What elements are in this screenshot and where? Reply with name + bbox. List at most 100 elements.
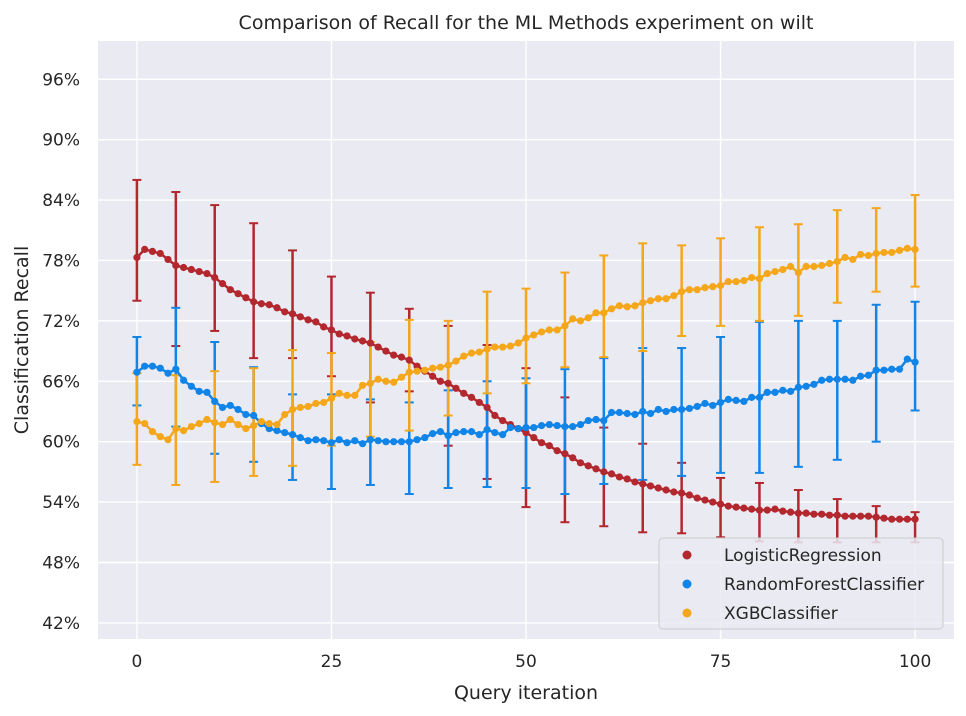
y-tick-label: 48% bbox=[42, 553, 80, 573]
data-point bbox=[242, 424, 250, 433]
data-point bbox=[522, 334, 530, 342]
data-point bbox=[701, 284, 709, 292]
data-point bbox=[327, 326, 336, 334]
data-point bbox=[242, 294, 250, 302]
data-point bbox=[600, 309, 608, 317]
data-point bbox=[530, 331, 538, 339]
data-point bbox=[250, 421, 258, 430]
data-point bbox=[763, 269, 771, 278]
data-point bbox=[312, 318, 320, 326]
data-point bbox=[709, 401, 717, 410]
data-point bbox=[460, 428, 468, 436]
data-point bbox=[312, 436, 320, 444]
data-point bbox=[226, 415, 234, 424]
data-point bbox=[888, 515, 896, 523]
data-point bbox=[250, 411, 258, 420]
data-point bbox=[452, 429, 460, 437]
data-point bbox=[351, 391, 359, 399]
data-point bbox=[273, 427, 281, 435]
data-point bbox=[320, 398, 328, 407]
data-point bbox=[903, 244, 911, 252]
data-point bbox=[755, 274, 764, 283]
data-point bbox=[678, 288, 686, 296]
data-point bbox=[537, 421, 546, 430]
data-point bbox=[670, 405, 678, 414]
data-point bbox=[281, 308, 289, 316]
data-point bbox=[148, 247, 157, 256]
x-axis-title: Query iteration bbox=[454, 682, 598, 704]
data-point bbox=[786, 262, 795, 271]
data-point bbox=[429, 430, 437, 438]
data-point bbox=[779, 265, 787, 274]
data-point bbox=[608, 305, 616, 313]
data-point bbox=[467, 393, 476, 401]
data-point bbox=[857, 250, 865, 259]
data-point bbox=[841, 375, 849, 383]
data-point bbox=[172, 365, 180, 373]
data-point bbox=[794, 383, 802, 391]
data-point bbox=[265, 301, 273, 309]
data-point bbox=[413, 362, 421, 370]
data-point bbox=[670, 488, 678, 496]
data-point bbox=[608, 470, 616, 478]
data-point bbox=[537, 439, 546, 447]
data-point bbox=[296, 403, 304, 412]
data-point bbox=[390, 351, 398, 359]
data-point bbox=[833, 511, 841, 519]
data-point bbox=[250, 298, 258, 306]
data-point bbox=[600, 416, 608, 425]
data-point bbox=[203, 388, 211, 396]
legend-label: LogisticRegression bbox=[724, 546, 882, 566]
data-point bbox=[351, 437, 359, 445]
y-tick-label: 78% bbox=[42, 251, 80, 271]
data-point bbox=[654, 295, 662, 303]
legend-box bbox=[658, 537, 944, 630]
data-point bbox=[234, 290, 242, 298]
data-point bbox=[639, 299, 647, 307]
y-tick-label: 96% bbox=[42, 70, 80, 90]
data-point bbox=[646, 297, 655, 305]
data-point bbox=[709, 283, 717, 291]
y-tick-label: 84% bbox=[42, 191, 80, 211]
data-point bbox=[444, 379, 452, 387]
data-point bbox=[646, 482, 655, 490]
data-point bbox=[545, 420, 553, 429]
data-point bbox=[499, 431, 507, 439]
data-point bbox=[312, 399, 320, 408]
data-point bbox=[335, 330, 343, 338]
data-point bbox=[685, 286, 694, 294]
data-point bbox=[576, 420, 585, 429]
data-point bbox=[421, 434, 429, 442]
data-point bbox=[771, 267, 779, 276]
data-point bbox=[211, 397, 219, 406]
data-point bbox=[748, 273, 756, 282]
data-point bbox=[615, 408, 623, 417]
data-point bbox=[133, 368, 141, 376]
data-point bbox=[561, 322, 569, 330]
data-point bbox=[156, 364, 164, 372]
data-point bbox=[211, 273, 219, 282]
x-tick-label: 100 bbox=[899, 652, 931, 672]
y-tick-label: 54% bbox=[42, 493, 80, 513]
data-point bbox=[522, 429, 530, 437]
data-point bbox=[358, 440, 367, 448]
data-point bbox=[864, 251, 873, 260]
data-point bbox=[880, 366, 888, 374]
data-point bbox=[872, 513, 880, 521]
data-point bbox=[499, 343, 507, 351]
data-point bbox=[810, 380, 818, 388]
data-point bbox=[514, 424, 522, 433]
data-point bbox=[553, 447, 561, 455]
data-point bbox=[436, 377, 444, 385]
data-point bbox=[273, 420, 281, 429]
data-point bbox=[716, 500, 725, 508]
data-point bbox=[670, 292, 678, 300]
data-point bbox=[802, 509, 810, 517]
data-point bbox=[257, 417, 266, 426]
data-point bbox=[864, 371, 873, 379]
data-point bbox=[506, 423, 515, 432]
data-point bbox=[211, 418, 219, 427]
data-point bbox=[218, 420, 227, 429]
x-tick-label: 75 bbox=[710, 652, 732, 672]
legend-label: RandomForestClassifier bbox=[724, 575, 924, 595]
